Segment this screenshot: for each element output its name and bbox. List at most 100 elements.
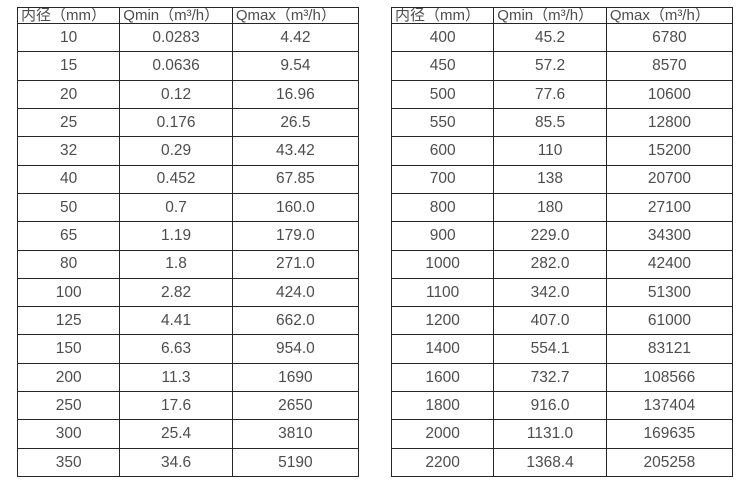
table-cell: 1000 <box>390 249 495 279</box>
table-cell: 8570 <box>605 51 734 81</box>
table-cell: 83121 <box>605 334 734 364</box>
table-cell: 0.12 <box>119 79 233 109</box>
table-cell: 0.452 <box>119 164 233 194</box>
table-cell: 0.29 <box>119 136 233 166</box>
table-cell: 1200 <box>390 306 495 336</box>
column-header: Qmin（m³/h） <box>493 7 607 24</box>
table-cell: 15 <box>16 51 121 81</box>
table-cell: 6.63 <box>119 334 233 364</box>
table-cell: 100 <box>16 277 121 308</box>
table-cell: 1690 <box>231 362 360 393</box>
table-cell: 0.7 <box>119 192 233 223</box>
table-cell: 271.0 <box>231 249 360 279</box>
table-cell: 10 <box>16 22 121 53</box>
flow-table-small-diameters: 内径（mm） Qmin（m³/h） Qmax（m³/h） 10 0.0283 4.42 15… <box>16 7 360 478</box>
table-cell: 137404 <box>605 391 734 421</box>
table-row: 25 0.176 26.5 <box>16 107 360 138</box>
table-row: 1100 342.0 51300 <box>390 277 734 308</box>
table-cell: 250 <box>16 391 121 421</box>
table-row: 2200 1368.4 205258 <box>390 447 734 478</box>
table-row: 1400 554.1 83121 <box>390 334 734 364</box>
table-row: 125 4.41 662.0 <box>16 306 360 336</box>
table-cell: 1368.4 <box>493 447 607 478</box>
table-cell: 550 <box>390 107 495 138</box>
table-cell: 77.6 <box>493 79 607 109</box>
table-cell: 350 <box>16 447 121 478</box>
table-cell: 407.0 <box>493 306 607 336</box>
table-cell: 800 <box>390 192 495 223</box>
flow-table-large-diameters: 内径（mm） Qmin（m³/h） Qmax（m³/h） 400 45.2 6780 450… <box>390 7 734 478</box>
table-cell: 200 <box>16 362 121 393</box>
table-cell: 45.2 <box>493 22 607 53</box>
table-cell: 2650 <box>231 391 360 421</box>
table-row: 1600 732.7 108566 <box>390 362 734 393</box>
table-cell: 5190 <box>231 447 360 478</box>
table-cell: 0.176 <box>119 107 233 138</box>
table-cell: 25 <box>16 107 121 138</box>
table-cell: 125 <box>16 306 121 336</box>
table-cell: 34300 <box>605 221 734 251</box>
table-row: 600 110 15200 <box>390 136 734 166</box>
table-row: 550 85.5 12800 <box>390 107 734 138</box>
table-row: 15 0.0636 9.54 <box>16 51 360 81</box>
table-row: 80 1.8 271.0 <box>16 249 360 279</box>
table-cell: 16.96 <box>231 79 360 109</box>
table-cell: 0.0283 <box>119 22 233 53</box>
table-row: 300 25.4 3810 <box>16 419 360 449</box>
table-cell: 17.6 <box>119 391 233 421</box>
table-row: 100 2.82 424.0 <box>16 277 360 308</box>
table-cell: 80 <box>16 249 121 279</box>
table-cell: 500 <box>390 79 495 109</box>
table-cell: 2.82 <box>119 277 233 308</box>
table-row: 65 1.19 179.0 <box>16 221 360 251</box>
table-cell: 554.1 <box>493 334 607 364</box>
table-cell: 67.85 <box>231 164 360 194</box>
table-row: 10 0.0283 4.42 <box>16 22 360 53</box>
table-cell: 662.0 <box>231 306 360 336</box>
table-cell: 26.5 <box>231 107 360 138</box>
table-cell: 900 <box>390 221 495 251</box>
table-row: 1200 407.0 61000 <box>390 306 734 336</box>
table-header-row: 内径（mm） Qmin（m³/h） Qmax（m³/h） <box>16 7 360 24</box>
column-header: Qmax（m³/h） <box>231 7 360 24</box>
table-row: 1800 916.0 137404 <box>390 391 734 421</box>
table-cell: 61000 <box>605 306 734 336</box>
column-header: 内径（mm） <box>390 7 495 24</box>
table-cell: 180 <box>493 192 607 223</box>
table-cell: 700 <box>390 164 495 194</box>
table-cell: 732.7 <box>493 362 607 393</box>
table-cell: 400 <box>390 22 495 53</box>
table-cell: 85.5 <box>493 107 607 138</box>
table-cell: 65 <box>16 221 121 251</box>
table-cell: 108566 <box>605 362 734 393</box>
table-cell: 4.42 <box>231 22 360 53</box>
table-cell: 600 <box>390 136 495 166</box>
table-cell: 10600 <box>605 79 734 109</box>
table-cell: 0.0636 <box>119 51 233 81</box>
table-cell: 1400 <box>390 334 495 364</box>
table-cell: 2000 <box>390 419 495 449</box>
table-cell: 169635 <box>605 419 734 449</box>
table-header-row: 内径（mm） Qmin（m³/h） Qmax（m³/h） <box>390 7 734 24</box>
table-cell: 1100 <box>390 277 495 308</box>
table-row: 400 45.2 6780 <box>390 22 734 53</box>
table-cell: 34.6 <box>119 447 233 478</box>
table-cell: 9.54 <box>231 51 360 81</box>
table-cell: 1800 <box>390 391 495 421</box>
table-row: 20 0.12 16.96 <box>16 79 360 109</box>
table-cell: 450 <box>390 51 495 81</box>
table-row: 800 180 27100 <box>390 192 734 223</box>
table-cell: 20 <box>16 79 121 109</box>
table-cell: 12800 <box>605 107 734 138</box>
table-row: 450 57.2 8570 <box>390 51 734 81</box>
table-cell: 110 <box>493 136 607 166</box>
table-cell: 50 <box>16 192 121 223</box>
table-row: 32 0.29 43.42 <box>16 136 360 166</box>
table-row: 1000 282.0 42400 <box>390 249 734 279</box>
table-cell: 3810 <box>231 419 360 449</box>
column-header: 内径（mm） <box>16 7 121 24</box>
table-cell: 4.41 <box>119 306 233 336</box>
table-cell: 954.0 <box>231 334 360 364</box>
